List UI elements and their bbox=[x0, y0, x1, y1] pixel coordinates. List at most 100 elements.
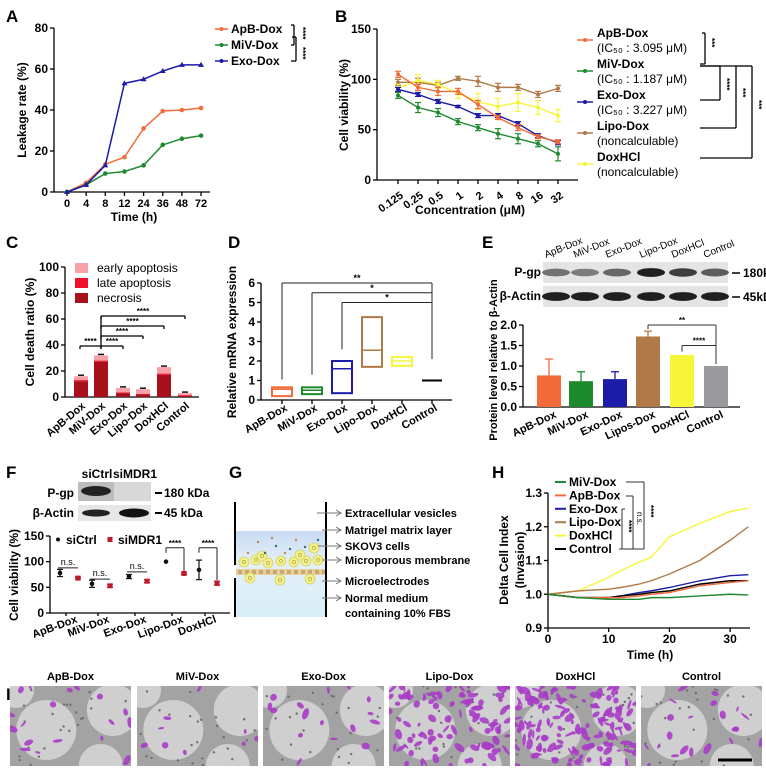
data-point bbox=[179, 136, 185, 141]
blot-band bbox=[669, 292, 697, 301]
data-point bbox=[122, 169, 127, 174]
stained-cell bbox=[448, 762, 453, 766]
floating-bar bbox=[361, 316, 383, 368]
y-axis-label: Cell viability (%) bbox=[337, 59, 351, 151]
data-point bbox=[159, 68, 166, 74]
data-point bbox=[436, 110, 440, 115]
data-point bbox=[416, 78, 420, 83]
stained-cell bbox=[408, 750, 414, 757]
y-tick-label: 0.5 bbox=[500, 380, 517, 394]
blot-band bbox=[637, 268, 665, 277]
data-point bbox=[536, 134, 540, 139]
blot-band bbox=[542, 292, 570, 301]
skov3-cell bbox=[238, 556, 250, 568]
legend-label: MiV-Dox bbox=[597, 57, 645, 71]
stained-cell bbox=[568, 757, 573, 763]
legend-marker bbox=[56, 537, 60, 542]
stained-cell bbox=[603, 722, 612, 726]
stained-cell bbox=[529, 724, 536, 728]
image-title: Control bbox=[682, 671, 721, 683]
bar bbox=[704, 366, 728, 407]
data-point bbox=[126, 574, 132, 579]
stained-cell bbox=[585, 743, 595, 749]
pore bbox=[437, 709, 441, 713]
data-point bbox=[496, 115, 500, 120]
data-point bbox=[396, 93, 400, 98]
bar-segment-early-apoptosis bbox=[157, 367, 171, 374]
stained-cell bbox=[527, 728, 533, 739]
stained-cell bbox=[610, 721, 615, 731]
stained-cell bbox=[481, 741, 493, 749]
series-line-lipo-dox bbox=[547, 526, 749, 595]
x-tick-label: 8 bbox=[102, 198, 108, 210]
legend-label: Lipo-Dox bbox=[597, 119, 649, 133]
micrograph-miv-dox bbox=[137, 686, 258, 766]
legend-label: MiV-Dox bbox=[569, 475, 617, 489]
significance-label: * bbox=[385, 293, 389, 303]
y-tick-label: 150 bbox=[24, 529, 44, 543]
y-tick-label: 50 bbox=[358, 123, 372, 137]
stained-cell bbox=[397, 717, 402, 722]
x-tick-label: 48 bbox=[176, 198, 188, 210]
stained-cell bbox=[446, 734, 453, 740]
y-tick-label: 6 bbox=[248, 276, 255, 290]
stained-cell bbox=[567, 747, 574, 757]
data-point bbox=[456, 89, 460, 94]
legend-marker bbox=[583, 100, 587, 104]
stained-cell bbox=[432, 753, 440, 764]
stained-cell bbox=[616, 718, 623, 723]
pore bbox=[62, 725, 65, 728]
significance-label: *** bbox=[754, 100, 763, 110]
pore bbox=[687, 706, 691, 709]
stained-cell bbox=[515, 742, 521, 751]
bar bbox=[603, 379, 627, 407]
pore bbox=[347, 761, 350, 765]
legend-label: siMDR1 bbox=[118, 533, 162, 547]
stained-cell bbox=[616, 749, 622, 752]
pore bbox=[335, 711, 338, 714]
skov3-cell bbox=[312, 554, 324, 566]
significance-label: n.s. bbox=[93, 568, 108, 578]
x-tick-label: 36 bbox=[157, 198, 169, 210]
significance-label: **** bbox=[126, 317, 139, 326]
stained-cell bbox=[465, 697, 474, 708]
extracellular-vesicle bbox=[256, 540, 260, 544]
stained-cell bbox=[389, 686, 398, 693]
stained-cell bbox=[502, 745, 510, 755]
pore bbox=[18, 758, 21, 762]
pore bbox=[62, 703, 66, 706]
legend-label: early apoptosis bbox=[97, 261, 178, 275]
stained-cell bbox=[460, 698, 472, 704]
significance-label: **** bbox=[169, 539, 182, 548]
stained-cell bbox=[413, 700, 421, 708]
stained-cell bbox=[182, 749, 187, 756]
stained-cell bbox=[535, 735, 540, 741]
pore bbox=[454, 686, 457, 689]
significance-label: **** bbox=[646, 505, 655, 518]
cell-nucleus bbox=[298, 553, 302, 557]
y-tick-label: 80 bbox=[46, 286, 60, 300]
arrow-head bbox=[335, 577, 342, 585]
pore bbox=[378, 706, 381, 710]
stained-cell bbox=[108, 719, 115, 725]
y-tick-label: 20 bbox=[35, 144, 49, 158]
stained-cell bbox=[403, 743, 409, 749]
data-point bbox=[436, 89, 440, 94]
pore-region bbox=[583, 744, 628, 766]
stained-cell bbox=[296, 702, 304, 709]
stained-cell bbox=[432, 746, 439, 752]
blot-band bbox=[637, 292, 665, 301]
legend-marker bbox=[583, 69, 587, 73]
pore bbox=[713, 688, 717, 691]
significance-label: **** bbox=[84, 337, 97, 346]
stained-cell bbox=[402, 720, 412, 728]
stained-cell bbox=[505, 704, 510, 710]
data-point bbox=[476, 102, 480, 107]
stained-cell bbox=[436, 690, 443, 700]
data-point bbox=[476, 113, 480, 118]
stained-cell bbox=[531, 687, 543, 693]
stained-cell bbox=[420, 759, 424, 766]
stained-cell bbox=[411, 733, 416, 739]
x-tick-label: 0 bbox=[64, 198, 70, 210]
legend-label: Exo-Dox bbox=[231, 54, 280, 68]
